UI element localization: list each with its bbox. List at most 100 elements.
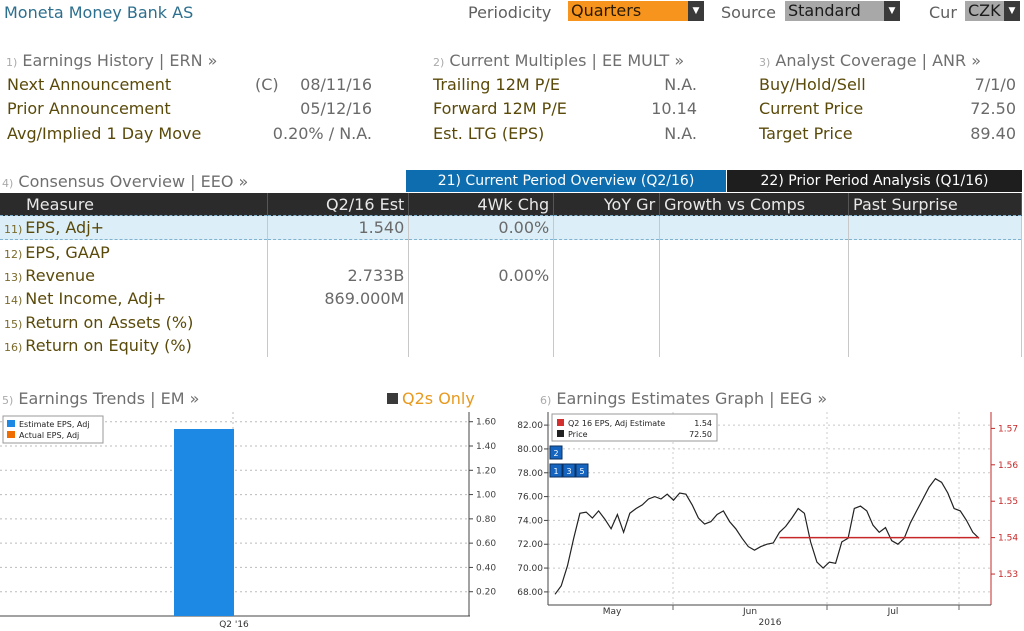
comps-cell — [659, 239, 850, 264]
section-number: 1) — [6, 56, 18, 69]
earnings-estimates-graph-header[interactable]: 6) Earnings Estimates Graph | EEG » — [540, 389, 827, 408]
yoy-cell — [553, 333, 661, 358]
x-tick-label: Jul — [887, 607, 899, 617]
change-cell: 0.00% — [408, 263, 555, 288]
column-header-yoy-growth[interactable]: YoY Gr — [553, 193, 661, 216]
section-number: 5) — [2, 394, 14, 407]
yoy-cell — [553, 310, 661, 334]
analyst-coverage-header[interactable]: 3) Analyst Coverage | ANR » — [759, 51, 981, 70]
y-tick-label: 1.40 — [476, 442, 496, 452]
chart-gridlines — [548, 412, 991, 605]
column-header-past-surprise[interactable]: Past Surprise — [848, 193, 1022, 216]
event-marker-label: 5 — [579, 467, 584, 476]
section-title: Earnings History | ERN » — [22, 51, 218, 70]
legend-label-estimate: Estimate EPS, Adj — [19, 420, 90, 429]
section-number: 6) — [540, 394, 552, 407]
next-announcement-label: Next Announcement — [7, 75, 172, 94]
table-row[interactable]: 15) Return on Assets (%) — [0, 310, 1022, 334]
security-title: Moneta Money Bank AS — [4, 3, 194, 22]
currency-label: Cur — [929, 3, 957, 22]
forward-pe-label: Forward 12M P/E — [433, 99, 567, 118]
y-tick-label: 1.54 — [998, 534, 1018, 544]
section-title: Consensus Overview | EEO » — [18, 172, 249, 191]
table-row[interactable]: 13) Revenue 2.733B 0.00% — [0, 263, 1022, 288]
section-title: Analyst Coverage | ANR » — [775, 51, 982, 70]
measure-cell: 12) EPS, GAAP — [0, 239, 269, 264]
estimate-cell — [267, 239, 410, 264]
tab-prior-period-analysis[interactable]: 22) Prior Period Analysis (Q1/16) — [727, 170, 1022, 192]
yoy-cell — [553, 214, 661, 241]
legend-swatch-price — [557, 430, 564, 437]
measure-cell: 15) Return on Assets (%) — [0, 310, 269, 334]
surprise-cell — [848, 310, 1022, 334]
estimate-cell — [267, 333, 410, 358]
surprise-cell — [848, 287, 1022, 311]
periodicity-value: Quarters — [568, 1, 688, 21]
section-number: 2) — [433, 56, 445, 69]
surprise-cell — [848, 263, 1022, 288]
chart-x-labels: May Jun Jul 2016 — [603, 605, 960, 628]
table-row[interactable]: 11) EPS, Adj+ 1.540 0.00% — [0, 214, 1022, 241]
est-ltg-value: N.A. — [664, 124, 697, 143]
yoy-cell — [553, 239, 661, 264]
measure-label: Return on Equity (%) — [25, 336, 192, 356]
event-marker[interactable] — [549, 463, 563, 478]
next-announcement-value: 08/11/16 — [300, 75, 372, 94]
row-number: 12) — [4, 247, 23, 261]
measure-label: Net Income, Adj+ — [25, 289, 167, 309]
column-header-growth-vs-comps[interactable]: Growth vs Comps — [659, 193, 850, 216]
q2s-only-toggle[interactable]: Q2s Only — [387, 389, 475, 408]
measure-cell: 13) Revenue — [0, 263, 269, 288]
event-markers[interactable]: 2 1 3 5 — [549, 445, 589, 478]
chart-left-ticks: 68.00 70.00 72.00 74.00 76.00 78.00 80.00 82.00 — [517, 421, 548, 598]
chevron-down-icon: ▼ — [1004, 1, 1020, 21]
comps-cell — [659, 287, 850, 311]
current-multiples-header[interactable]: 2) Current Multiples | EE MULT » — [433, 51, 684, 70]
earnings-trends-chart: 0.200.400.600.801.001.201.401.60 Q2 '16 … — [0, 412, 496, 630]
periodicity-dropdown[interactable]: Quarters ▼ — [568, 1, 704, 21]
event-marker[interactable] — [575, 463, 589, 478]
current-price-label: Current Price — [759, 99, 864, 118]
buy-hold-sell-label: Buy/Hold/Sell — [759, 75, 866, 94]
source-dropdown[interactable]: Standard ▼ — [785, 1, 900, 21]
consensus-overview-header[interactable]: 4) Consensus Overview | EEO » — [2, 172, 248, 191]
tab-current-period-overview[interactable]: 21) Current Period Overview (Q2/16) — [406, 170, 726, 192]
trailing-pe-value: N.A. — [664, 75, 697, 94]
chevron-down-icon: ▼ — [884, 1, 900, 21]
event-marker[interactable] — [549, 445, 563, 460]
event-marker-label: 1 — [553, 467, 558, 476]
column-header-measure[interactable]: Measure — [0, 193, 269, 216]
legend-value-price: 72.50 — [689, 430, 712, 439]
x-tick-label: Q2 '16 — [219, 620, 249, 630]
section-number: 3) — [759, 56, 771, 69]
yoy-cell — [553, 287, 661, 311]
target-price-value: 89.40 — [970, 124, 1016, 143]
estimate-cell: 869.000M — [267, 287, 410, 311]
q2s-only-label: Q2s Only — [402, 389, 475, 408]
currency-dropdown[interactable]: CZK ▼ — [965, 1, 1020, 21]
measure-label: Return on Assets (%) — [25, 312, 194, 332]
earnings-trends-header[interactable]: 5) Earnings Trends | EM » — [2, 389, 199, 408]
table-row[interactable]: 14) Net Income, Adj+ 869.000M — [0, 287, 1022, 311]
y-tick-label: 1.20 — [476, 466, 496, 476]
y-tick-label: 80.00 — [517, 445, 543, 455]
event-marker[interactable] — [562, 463, 576, 478]
chart-series — [554, 477, 980, 595]
table-row[interactable]: 16) Return on Equity (%) — [0, 333, 1022, 358]
legend-label-estimate: Q2 16 EPS, Adj Estimate — [568, 419, 665, 428]
legend-label-price: Price — [568, 430, 588, 439]
y-tick-label: 1.00 — [476, 491, 496, 501]
surprise-cell — [848, 239, 1022, 264]
x-year-label: 2016 — [759, 618, 782, 628]
prior-announcement-label: Prior Announcement — [7, 99, 171, 118]
measure-label: EPS, Adj+ — [25, 218, 105, 238]
buy-hold-sell-value: 7/1/0 — [974, 75, 1016, 94]
column-header-4wk-change[interactable]: 4Wk Chg — [408, 193, 555, 216]
earnings-estimates-chart: 68.00 70.00 72.00 74.00 76.00 78.00 80.00 82.00… — [517, 412, 1018, 628]
table-row[interactable]: 12) EPS, GAAP — [0, 239, 1022, 264]
row-number: 15) — [4, 317, 23, 331]
earnings-history-header[interactable]: 1) Earnings History | ERN » — [6, 51, 217, 70]
column-header-estimate[interactable]: Q2/16 Est — [267, 193, 410, 216]
row-number: 16) — [4, 341, 23, 355]
estimate-cell: 2.733B — [267, 263, 410, 288]
